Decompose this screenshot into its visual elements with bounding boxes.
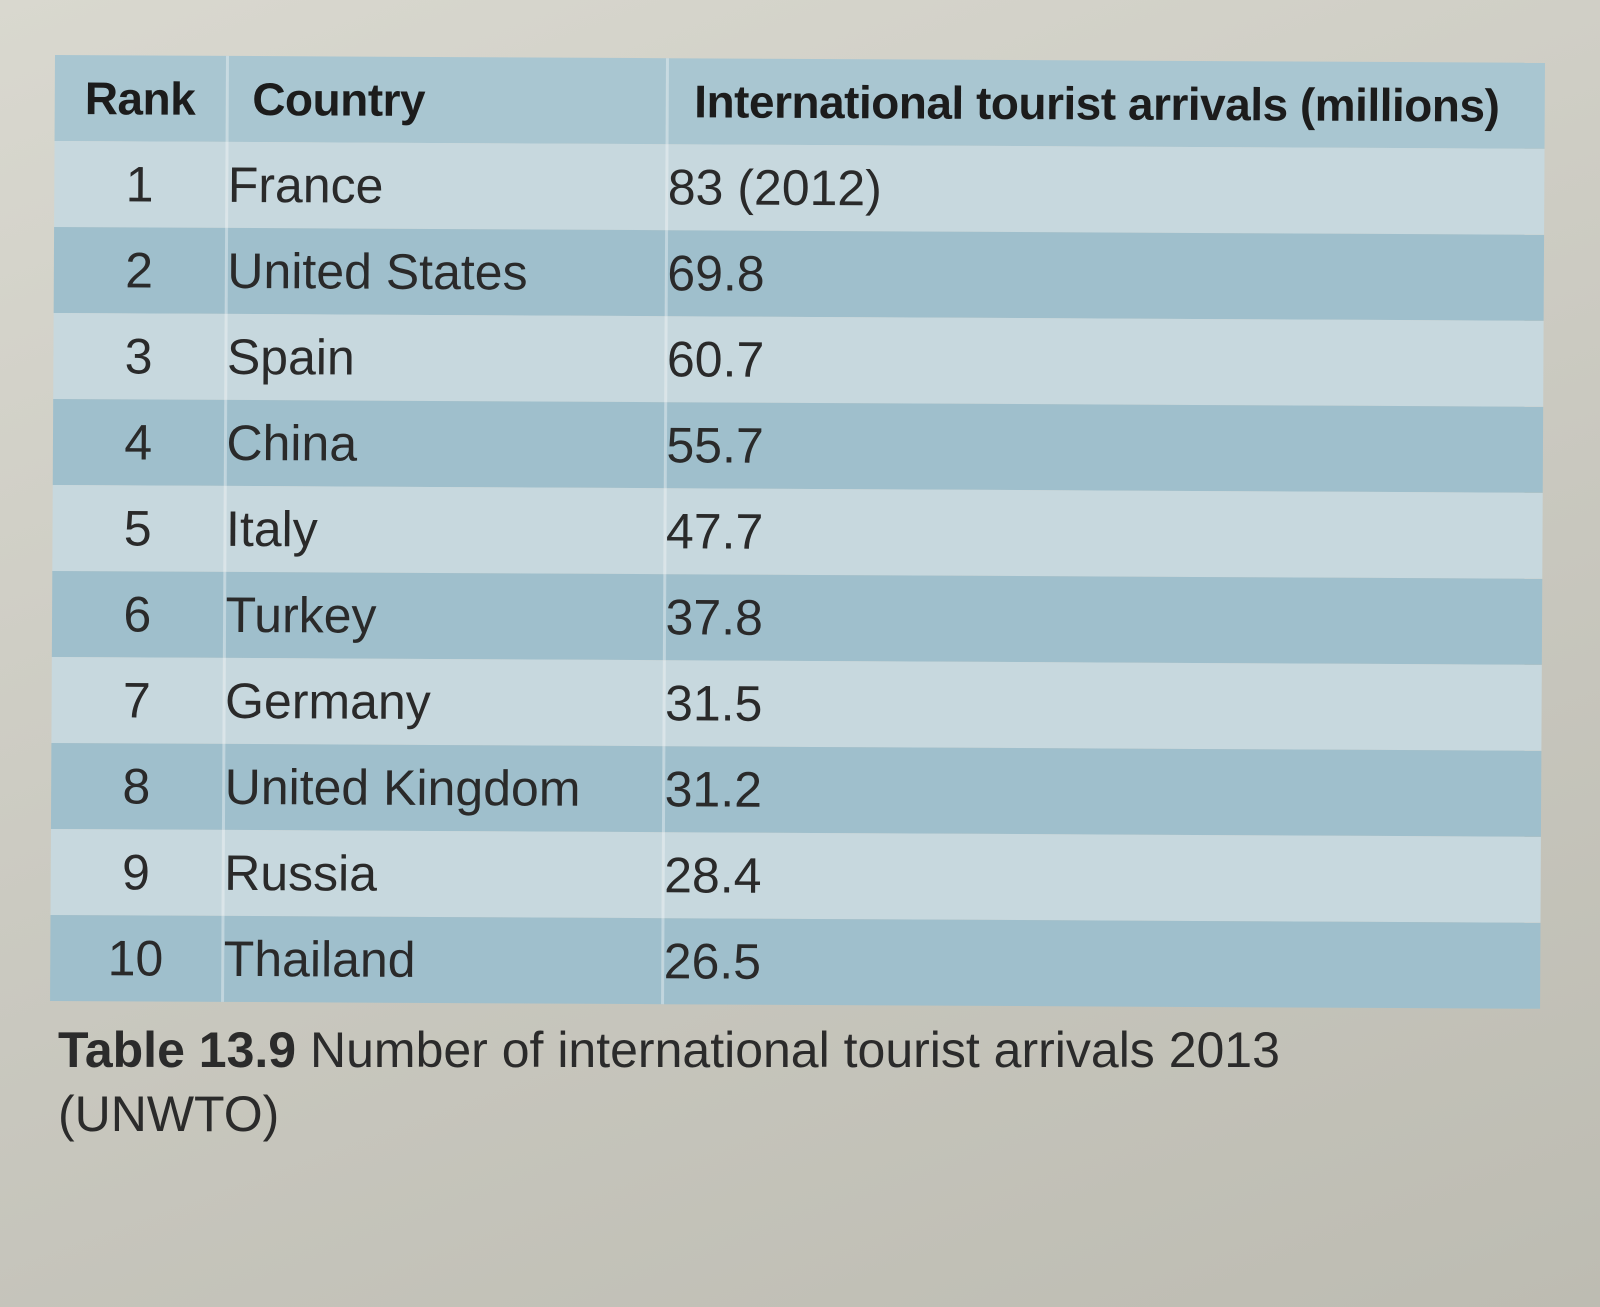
cell-country: China xyxy=(224,399,666,489)
cell-country: Germany xyxy=(223,657,664,747)
header-rank: Rank xyxy=(54,55,227,142)
cell-country: Turkey xyxy=(223,571,665,661)
cell-rank: 7 xyxy=(51,656,224,744)
cell-rank: 6 xyxy=(51,570,225,658)
cell-country: Spain xyxy=(225,313,666,403)
cell-arrivals: 26.5 xyxy=(662,918,1541,1009)
cell-arrivals: 47.7 xyxy=(664,488,1543,579)
table-row: 3 Spain 60.7 xyxy=(53,312,1544,407)
table-header-row: Rank Country International tourist arriv… xyxy=(54,55,1545,149)
table-row: 7 Germany 31.5 xyxy=(51,656,1542,751)
cell-rank: 5 xyxy=(52,484,225,572)
cell-arrivals: 31.2 xyxy=(662,746,1542,837)
cell-rank: 8 xyxy=(50,742,224,830)
table-row: 4 China 55.7 xyxy=(52,398,1544,493)
cell-rank: 2 xyxy=(53,226,227,314)
table-row: 8 United Kingdom 31.2 xyxy=(50,742,1542,837)
cell-arrivals: 31.5 xyxy=(663,660,1542,751)
table-row: 2 United States 69.8 xyxy=(53,226,1545,321)
caption-text: Number of international tourist arrivals… xyxy=(58,1022,1280,1142)
header-country: Country xyxy=(226,55,667,145)
table-caption: Table 13.9 Number of international touri… xyxy=(58,1018,1498,1146)
cell-rank: 3 xyxy=(53,312,226,400)
table-container: Rank Country International tourist arriv… xyxy=(50,55,1545,1009)
cell-arrivals: 28.4 xyxy=(662,832,1541,923)
table-row: 10 Thailand 26.5 xyxy=(50,914,1541,1009)
tourist-arrivals-table: Rank Country International tourist arriv… xyxy=(50,55,1545,1009)
cell-rank: 10 xyxy=(50,914,223,1002)
cell-arrivals: 37.8 xyxy=(663,574,1543,665)
cell-arrivals: 69.8 xyxy=(665,230,1545,321)
cell-rank: 1 xyxy=(54,140,227,228)
header-arrivals: International tourist arrivals (millions… xyxy=(666,58,1545,149)
cell-country: Russia xyxy=(222,829,663,919)
table-row: 9 Russia 28.4 xyxy=(50,828,1541,923)
cell-rank: 9 xyxy=(50,828,223,916)
cell-country: Thailand xyxy=(222,915,663,1005)
cell-rank: 4 xyxy=(52,398,226,486)
cell-country: France xyxy=(226,141,667,231)
cell-country: Italy xyxy=(224,485,665,575)
caption-label: Table 13.9 xyxy=(58,1022,297,1078)
table-row: 1 France 83 (2012) xyxy=(54,140,1545,235)
cell-country: United States xyxy=(225,227,667,317)
cell-arrivals: 55.7 xyxy=(664,402,1544,493)
table-row: 5 Italy 47.7 xyxy=(52,484,1543,579)
cell-arrivals: 60.7 xyxy=(665,316,1544,407)
table-row: 6 Turkey 37.8 xyxy=(51,570,1543,665)
cell-country: United Kingdom xyxy=(222,743,664,833)
cell-arrivals: 83 (2012) xyxy=(666,144,1545,235)
